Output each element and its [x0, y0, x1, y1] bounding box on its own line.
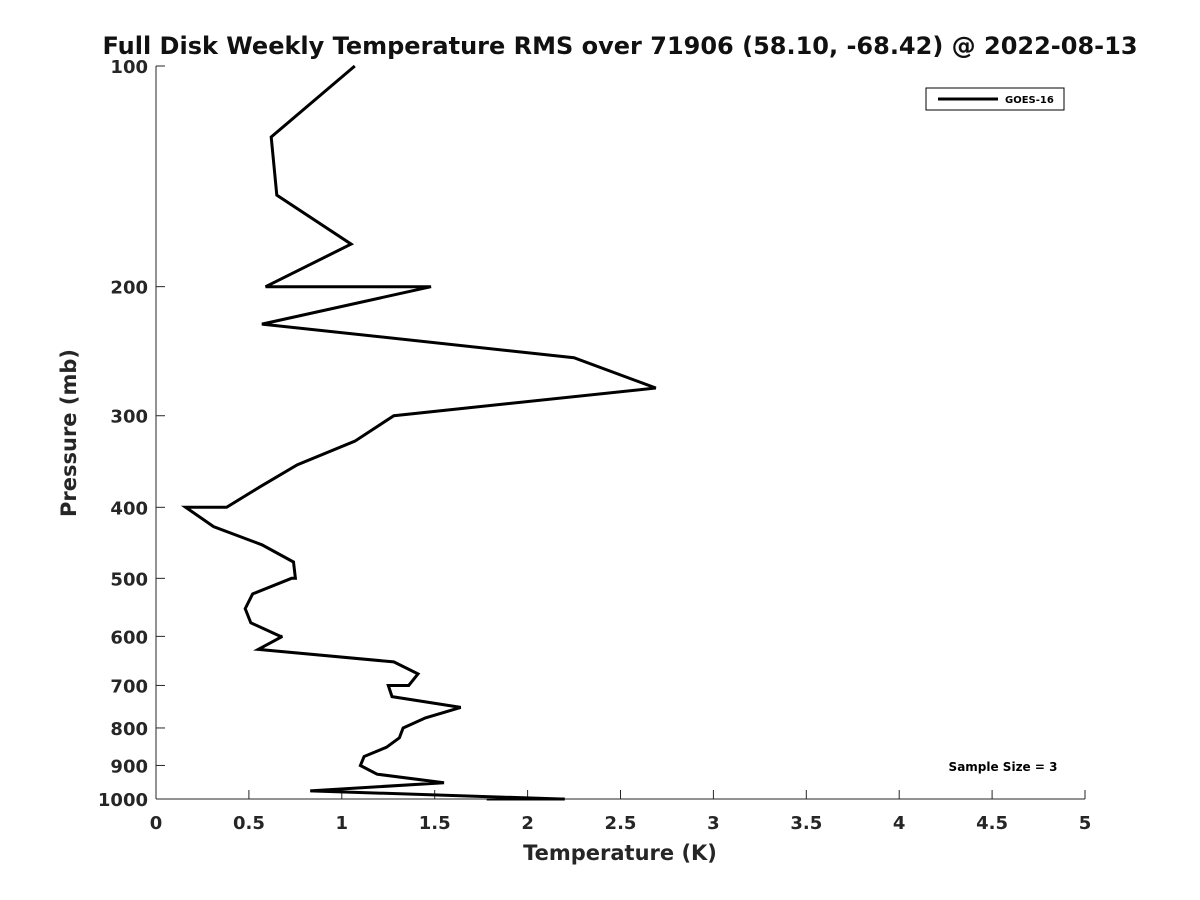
y-tick-label: 700 [110, 676, 148, 697]
x-tick-label: 1.5 [419, 813, 451, 834]
x-tick-label: 5 [1079, 813, 1092, 834]
x-tick-label: 0.5 [233, 813, 265, 834]
y-tick-label: 100 [110, 57, 148, 78]
y-axis: 100 200 300 400 500 600 700 800 900 1000 [98, 57, 165, 811]
legend: GOES-16 [925, 87, 1065, 111]
x-tick-label: 3 [707, 813, 720, 834]
x-tick-label: 3.5 [790, 813, 822, 834]
plot-area [155, 66, 1085, 800]
x-tick-label: 1 [336, 813, 349, 834]
x-tick-label: 2.5 [605, 813, 637, 834]
y-tick-label: 800 [110, 719, 148, 740]
x-tick-label: 4 [893, 813, 906, 834]
y-tick-label: 300 [110, 407, 148, 428]
y-tick-label: 400 [110, 498, 148, 519]
series-layer [180, 64, 657, 801]
x-tick-label: 2 [521, 813, 534, 834]
y-tick-label: 900 [110, 756, 148, 777]
x-tick-label: 0 [150, 813, 163, 834]
chart-title: Full Disk Weekly Temperature RMS over 71… [102, 32, 1137, 60]
y-tick-label: 200 [110, 278, 148, 299]
x-axis: 0 0.5 1 1.5 2 2.5 3 3.5 4 4.5 5 [150, 790, 1092, 834]
legend-entry-goes-16: GOES-16 [1005, 95, 1054, 106]
x-axis-label: Temperature (K) [523, 841, 717, 865]
y-axis-label: Pressure (mb) [57, 349, 81, 517]
y-tick-label: 600 [110, 627, 148, 648]
y-tick-label: 1000 [98, 790, 148, 811]
y-tick-label: 500 [110, 569, 148, 590]
x-tick-label: 4.5 [976, 813, 1008, 834]
sample-size-annotation: Sample Size = 3 [949, 760, 1058, 774]
series-line-goes-16 [180, 64, 657, 801]
